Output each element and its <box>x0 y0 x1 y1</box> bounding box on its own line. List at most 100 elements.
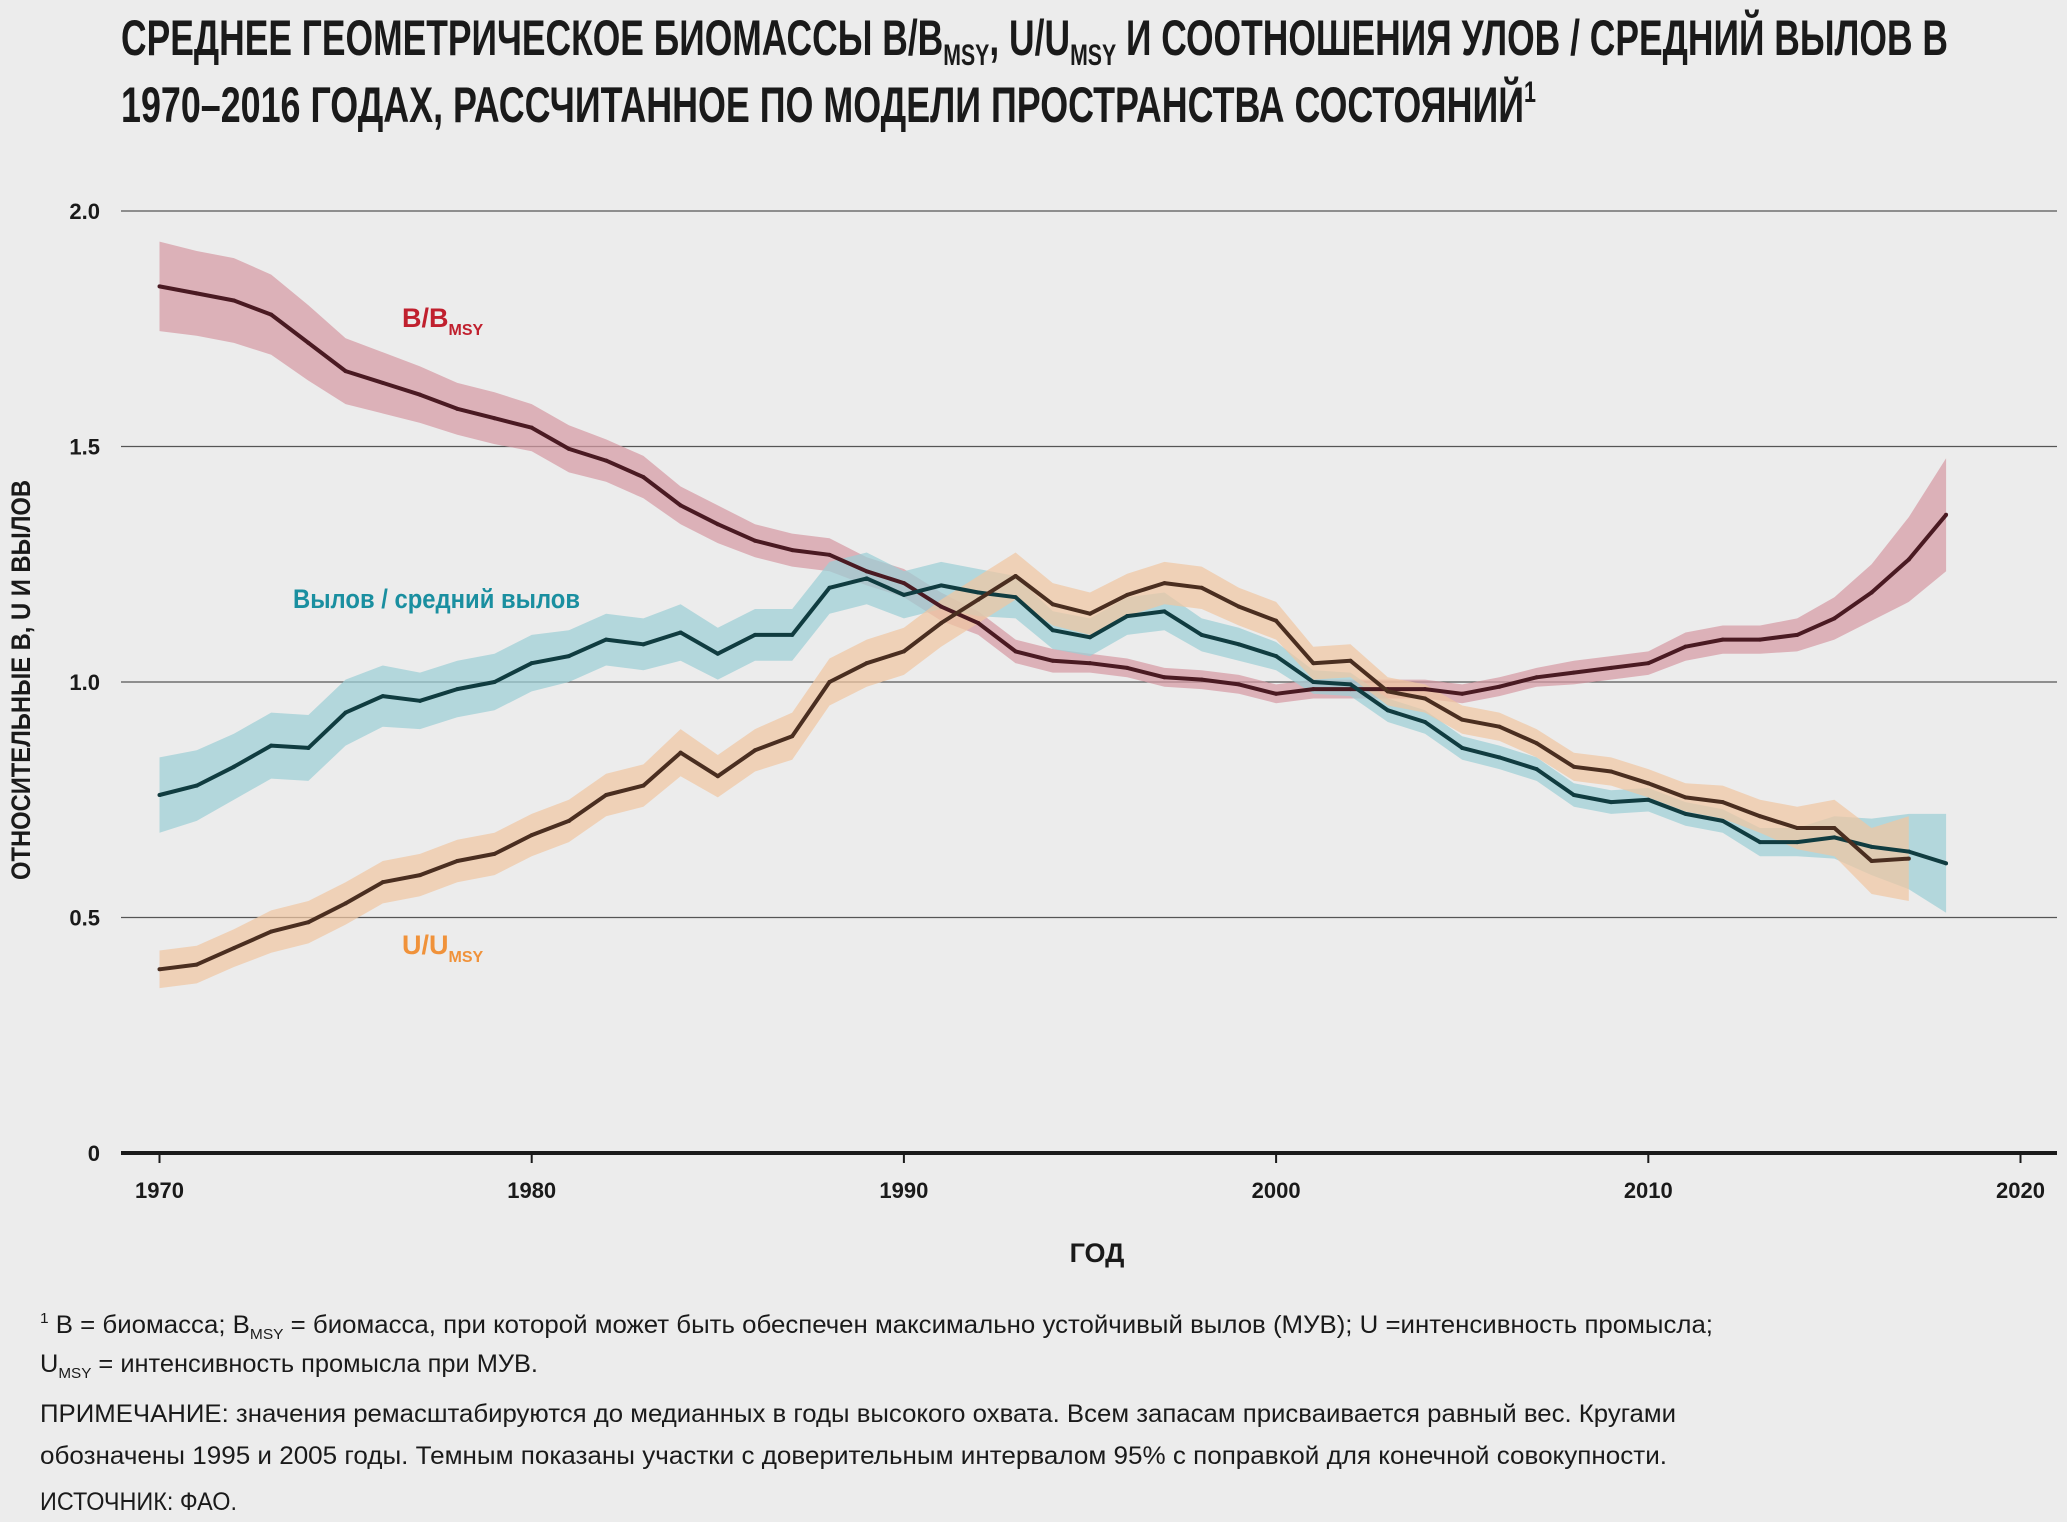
point-biomass <box>1311 687 1316 692</box>
point-catch <box>1125 614 1130 619</box>
point-biomass <box>418 392 423 397</box>
point-catch <box>1460 745 1465 750</box>
point-catch <box>827 585 832 590</box>
point-fishing-intensity <box>753 748 758 753</box>
point-fishing-intensity <box>1422 696 1427 701</box>
point-biomass <box>976 621 981 626</box>
x-tick-label: 1980 <box>507 1178 556 1203</box>
point-biomass <box>269 312 274 317</box>
point-fishing-intensity <box>306 920 311 925</box>
point-biomass <box>1162 675 1167 680</box>
point-biomass <box>1646 661 1651 666</box>
point-catch <box>1199 632 1204 637</box>
point-biomass <box>1088 661 1092 666</box>
point-catch <box>1497 755 1502 760</box>
point-biomass <box>1348 687 1353 692</box>
x-tick-label: 2010 <box>1624 1178 1673 1203</box>
note-line-2: обозначены 1995 и 2005 годы. Темным пока… <box>40 1442 1667 1470</box>
footnote-line-1: 1 B = биомасса; B MSY = биомасса, при кот… <box>40 1310 1713 1343</box>
point-catch <box>1832 835 1837 840</box>
point-biomass <box>790 548 795 553</box>
note-line-1: ПРИМЕЧАНИЕ: значения ремасштабируются до… <box>40 1400 1676 1428</box>
confidence-bands <box>159 241 1947 989</box>
point-catch <box>380 694 385 699</box>
point-fishing-intensity <box>492 851 497 856</box>
band-fishing-intensity <box>159 552 1909 989</box>
band-catch <box>159 552 1947 913</box>
point-biomass <box>864 569 869 574</box>
point-biomass <box>1683 644 1688 649</box>
chart-title-line-1: СРЕДНЕЕ ГЕОМЕТРИЧЕСКОЕ БИОМАССЫ B/BMSY, … <box>121 9 1948 72</box>
point-fishing-intensity <box>1199 585 1204 590</box>
point-fishing-intensity <box>1683 795 1688 800</box>
source-note: ИСТОЧНИК: ФАО. <box>40 1488 237 1516</box>
point-catch <box>1534 767 1539 772</box>
point-biomass <box>753 538 758 543</box>
point-biomass <box>1571 670 1576 675</box>
point-catch <box>1422 720 1427 725</box>
point-biomass <box>715 522 720 527</box>
line-fishing-intensity <box>159 574 1909 972</box>
series-label-catch: Вылов / средний вылов <box>293 584 580 614</box>
point-catch <box>1311 680 1316 684</box>
point-fishing-intensity <box>1757 814 1762 819</box>
point-biomass <box>492 416 497 421</box>
point-biomass <box>678 503 683 508</box>
point-biomass <box>1274 691 1279 696</box>
series-label-fishing-intensity: U/UMSY <box>402 930 484 966</box>
point-biomass <box>604 458 609 463</box>
point-fishing-intensity <box>1125 592 1130 597</box>
point-biomass <box>1199 677 1204 682</box>
x-axis-label: ГОД <box>1070 1238 1125 1268</box>
point-biomass <box>1534 675 1539 680</box>
point-biomass <box>1609 665 1614 670</box>
point-catch <box>269 743 274 748</box>
point-catch <box>901 592 906 597</box>
point-biomass <box>1125 665 1130 670</box>
point-catch <box>1013 595 1018 600</box>
point-biomass <box>641 475 646 480</box>
point-biomass <box>1720 637 1725 642</box>
y-axis-label: ОТНОСИТЕЛЬНЫЕ B, U И ВЫЛОВ <box>6 480 36 880</box>
point-catch <box>1646 797 1651 802</box>
point-catch <box>343 710 348 715</box>
point-biomass <box>194 291 199 296</box>
point-biomass <box>380 380 385 385</box>
point-catch <box>1236 642 1241 647</box>
point-fishing-intensity <box>269 929 274 934</box>
point-catch <box>641 642 646 647</box>
point-biomass <box>827 552 832 557</box>
point-catch <box>529 661 534 666</box>
x-tick-label: 1990 <box>879 1178 928 1203</box>
point-biomass <box>455 406 460 411</box>
point-biomass <box>566 446 571 451</box>
point-catch <box>1795 840 1800 845</box>
point-biomass <box>306 340 311 345</box>
point-catch <box>1088 635 1092 640</box>
point-fishing-intensity <box>976 597 981 602</box>
point-biomass <box>1832 616 1837 621</box>
point-catch <box>1683 811 1688 816</box>
point-biomass <box>157 284 162 289</box>
point-catch <box>1348 682 1353 687</box>
point-fishing-intensity <box>1385 689 1390 694</box>
point-biomass <box>1906 557 1911 562</box>
point-fishing-intensity <box>529 833 534 838</box>
point-catch <box>715 651 720 656</box>
point-biomass <box>1795 632 1800 637</box>
point-fishing-intensity <box>678 750 683 755</box>
axes: 0 0.5 1.0 1.5 2.0 1970 1980 1990 2000 2010 2020 <box>69 199 2057 1203</box>
point-fishing-intensity <box>790 734 795 739</box>
point-fishing-intensity <box>1013 574 1018 579</box>
point-fishing-intensity <box>827 680 832 684</box>
point-fishing-intensity <box>1348 658 1353 663</box>
point-catch <box>604 637 609 642</box>
point-catch <box>194 783 199 788</box>
point-fishing-intensity <box>901 649 906 654</box>
point-catch <box>1869 844 1874 849</box>
point-catch <box>1385 708 1390 713</box>
point-catch <box>790 632 795 637</box>
point-fishing-intensity <box>455 858 460 863</box>
point-catch <box>306 745 311 750</box>
